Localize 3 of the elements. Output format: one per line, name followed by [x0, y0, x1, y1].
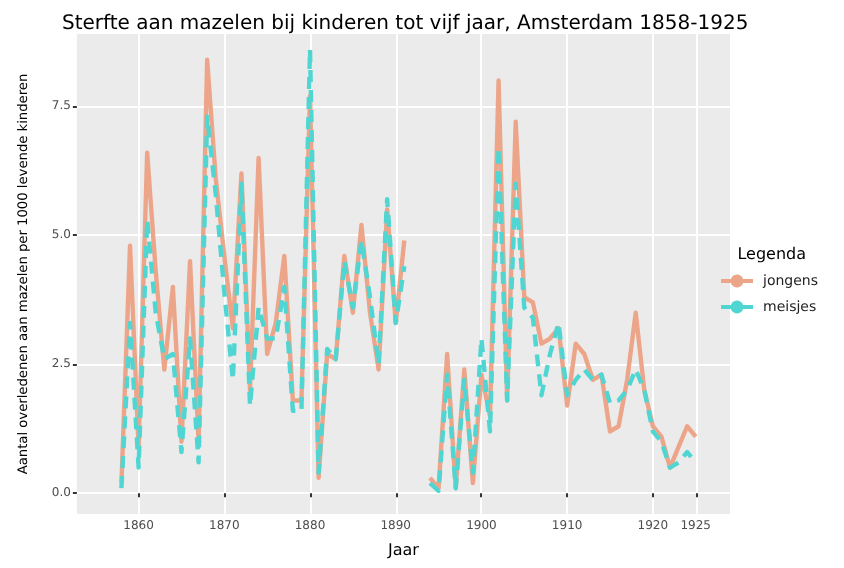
x-axis-title: Jaar [385, 541, 421, 559]
chart-title: Sterfte aan mazelen bij kinderen tot vijf jaar, Amsterdam 1858-1925 [62, 13, 749, 35]
legend-title: Legenda [737, 245, 807, 263]
